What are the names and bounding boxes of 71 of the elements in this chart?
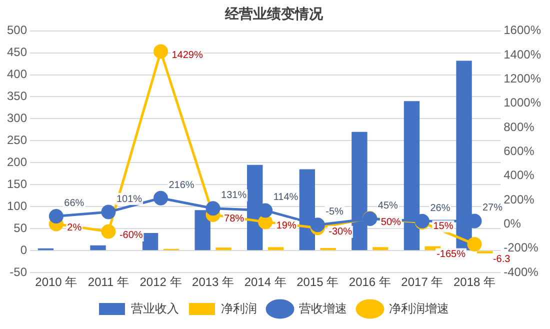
point xyxy=(101,224,116,239)
y-tick-label: 100 xyxy=(6,198,28,213)
y-tick-label: 400 xyxy=(6,67,28,82)
y2-tick-label: 1200% xyxy=(504,71,542,86)
y-tick-label: 0 xyxy=(20,242,28,257)
chart-title: 经营业绩变情况 xyxy=(224,5,324,22)
y-tick-label: 350 xyxy=(6,89,28,104)
data-label: 50% xyxy=(380,216,402,228)
data-label: -30% xyxy=(328,226,352,238)
legend-label: 净利润 xyxy=(221,301,257,316)
data-label: 15% xyxy=(433,221,454,232)
x-tick-label: 2017 年 xyxy=(401,275,444,290)
data-label: -5% xyxy=(326,206,344,218)
x-tick-label: 2015 年 xyxy=(296,275,339,290)
point xyxy=(101,204,116,220)
bar xyxy=(268,247,284,250)
y-tick-label: 250 xyxy=(6,133,28,148)
bar xyxy=(216,248,232,250)
y2-tick-label: 1600% xyxy=(504,23,542,38)
y2-tick-label: 0% xyxy=(504,216,522,231)
y2-tick-label: -200% xyxy=(504,240,539,255)
y-tick-label: 500 xyxy=(6,23,28,38)
data-label: -165% xyxy=(436,248,466,260)
data-label: 216% xyxy=(168,180,194,191)
legend-label: 营业收入 xyxy=(131,301,179,316)
point xyxy=(310,218,325,232)
y-tick-label: -50 xyxy=(10,264,28,279)
point xyxy=(154,190,168,206)
y-tick-label: 50 xyxy=(14,220,28,235)
y-tick-label: 150 xyxy=(6,176,28,191)
x-tick-label: 2014 年 xyxy=(244,275,286,290)
legend-label: 营收增速 xyxy=(299,301,347,316)
y2-tick-label: 1400% xyxy=(504,47,542,62)
data-label: 27% xyxy=(482,202,503,214)
point xyxy=(48,209,64,224)
data-label: 66% xyxy=(64,198,84,210)
y2-tick-label: 400% xyxy=(504,168,535,182)
data-label: 1429% xyxy=(172,50,203,62)
y-tick-label: 450 xyxy=(6,45,28,60)
y-tick-label: 300 xyxy=(6,111,28,126)
y2-tick-label: 1000% xyxy=(504,96,542,110)
x-tick-label: 2012 年 xyxy=(140,275,182,290)
y2-tick-label: -400% xyxy=(504,264,539,279)
data-label: 131% xyxy=(221,190,247,202)
x-tick-label: 2010 年 xyxy=(35,275,78,290)
bar xyxy=(90,245,106,250)
point xyxy=(154,44,168,59)
bar xyxy=(320,248,336,250)
y2-tick-label: 200% xyxy=(504,192,535,206)
y-tick-label: 200 xyxy=(6,155,28,170)
x-tick-label: 2013 年 xyxy=(192,275,234,290)
x-tick-label: 2011 年 xyxy=(88,275,130,290)
x-tick-label: 2016 年 xyxy=(348,275,391,290)
bar xyxy=(372,247,388,250)
data-label: -60% xyxy=(119,230,143,242)
data-label: 19% xyxy=(276,220,296,232)
point xyxy=(467,236,482,252)
point xyxy=(258,214,273,230)
y2-tick-label: 800% xyxy=(504,120,535,134)
data-label: 101% xyxy=(116,194,142,205)
data-label: 78% xyxy=(224,214,244,225)
y2-tick-label: 600% xyxy=(504,144,535,158)
x-tick-label: 2018 年 xyxy=(453,275,496,290)
data-label: 26% xyxy=(430,202,450,214)
bar xyxy=(142,233,158,250)
data-label: 114% xyxy=(273,192,298,204)
legend-label: 净利润增速 xyxy=(389,301,449,316)
point xyxy=(206,201,220,216)
data-label: -6.3 xyxy=(492,254,511,266)
data-label: 2% xyxy=(67,222,82,234)
data-label: 45% xyxy=(378,200,398,212)
